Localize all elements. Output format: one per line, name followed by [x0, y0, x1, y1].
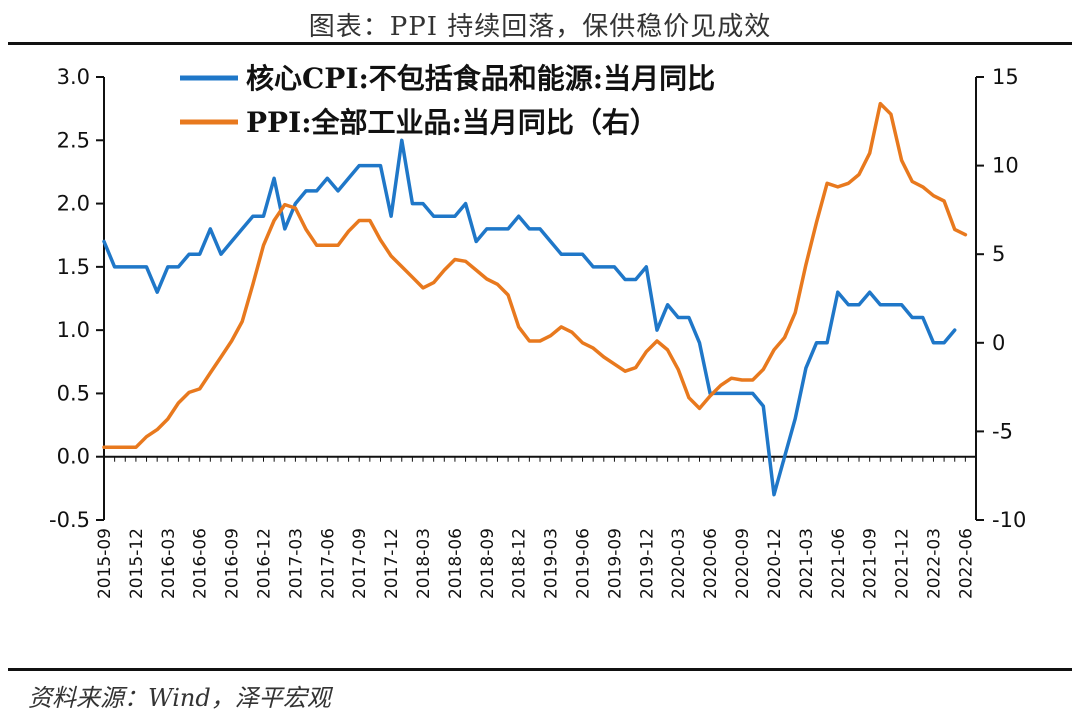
- x-tick-label: 2020-03: [669, 528, 689, 599]
- x-tick-label: 2018-06: [446, 528, 466, 599]
- x-tick-label: 2019-09: [605, 528, 625, 599]
- legend-label-core-cpi: 核心CPI:不包括食品和能源:当月同比: [246, 62, 715, 95]
- left-y-tick-label: 2.5: [57, 128, 90, 152]
- x-tick-label: 2019-03: [542, 528, 562, 599]
- x-tick-label: 2018-09: [478, 528, 498, 599]
- x-tick-label: 2020-09: [733, 528, 753, 599]
- left-y-tick-label: -0.5: [49, 508, 90, 532]
- x-tick-label: 2021-12: [893, 528, 913, 599]
- right-y-tick-label: -5: [992, 419, 1013, 443]
- bottom-rule: [8, 668, 1072, 671]
- x-tick-label: 2021-06: [829, 528, 849, 599]
- left-y-tick-label: 1.0: [57, 318, 90, 342]
- x-tick-label: 2018-12: [510, 528, 530, 599]
- series-line-core-cpi: [102, 138, 957, 497]
- legend-label-ppi: PPI:全部工业品:当月同比（右）: [246, 106, 658, 139]
- left-y-tick-label: 1.5: [57, 255, 90, 279]
- right-y-tick-label: 10: [992, 154, 1019, 178]
- page-title: 图表：PPI 持续回落，保供稳价见成效: [308, 12, 772, 42]
- axes: -0.5 0.0 0.5 1.0 1.5 2.0 2.5 3.0 -10 -5 0 5 10 15 2015…: [49, 65, 1026, 599]
- x-tick-label: 2022-06: [956, 528, 976, 599]
- x-tick-label: 2017-06: [318, 528, 338, 599]
- x-tick-label: 2016-03: [159, 528, 179, 599]
- x-tick-label: 2022-03: [924, 528, 944, 599]
- source-note: 资料来源：Wind，泽平宏观: [28, 684, 331, 712]
- x-tick-label: 2015-12: [127, 528, 147, 599]
- series-line-ppi: [102, 101, 968, 450]
- x-tick-label: 2019-06: [574, 528, 594, 599]
- x-tick-label: 2017-03: [286, 528, 306, 599]
- x-tick-label: 2017-12: [382, 528, 402, 599]
- x-tick-label: 2016-06: [191, 528, 211, 599]
- x-tick-label: 2021-09: [861, 528, 881, 599]
- x-tick-label: 2016-12: [255, 528, 275, 599]
- right-y-tick-label: 5: [992, 242, 1005, 266]
- x-tick-label: 2020-12: [765, 528, 785, 599]
- left-y-tick-label: 0.5: [57, 381, 90, 405]
- x-tick-label: 2016-09: [223, 528, 243, 599]
- x-tick-label: 2018-03: [414, 528, 434, 599]
- right-y-tick-label: 15: [992, 65, 1019, 89]
- x-tick-label: 2015-09: [95, 528, 115, 599]
- legend: 核心CPI:不包括食品和能源:当月同比 PPI:全部工业品:当月同比（右）: [180, 62, 715, 139]
- left-y-tick-label: 3.0: [57, 65, 90, 89]
- x-tick-label: 2021-03: [797, 528, 817, 599]
- right-y-tick-label: 0: [992, 331, 1005, 355]
- left-y-tick-label: 0.0: [57, 445, 90, 469]
- x-tick-label: 2020-06: [701, 528, 721, 599]
- top-rule: [8, 42, 1072, 45]
- left-y-tick-label: 2.0: [57, 192, 90, 216]
- x-tick-label: 2017-09: [350, 528, 370, 599]
- x-tick-label: 2019-12: [637, 528, 657, 599]
- right-y-tick-label: -10: [992, 508, 1026, 532]
- series-layer: [102, 101, 968, 497]
